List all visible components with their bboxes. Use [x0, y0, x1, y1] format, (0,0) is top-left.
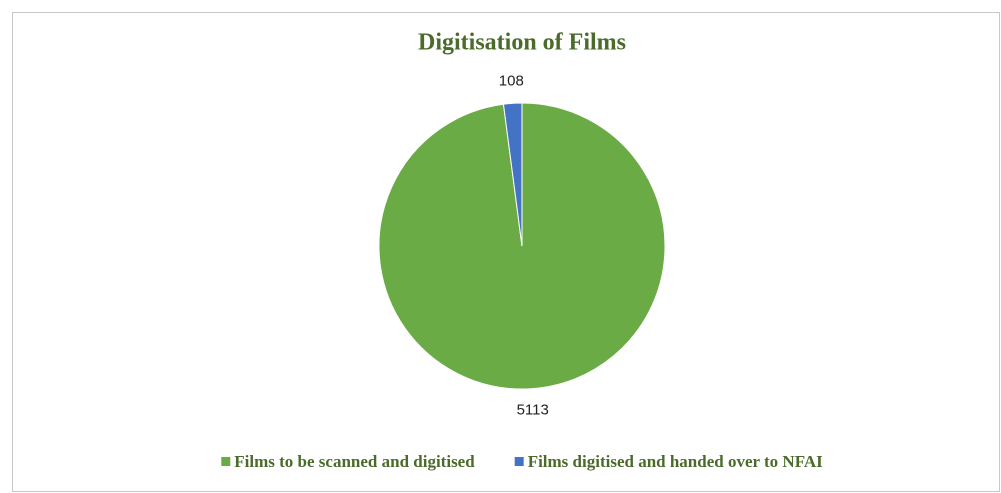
legend-swatch	[221, 457, 231, 466]
legend-label: Films to be scanned and digitised	[234, 452, 475, 471]
chart-title: Digitisation of Films	[418, 30, 626, 56]
pie-slice	[502, 102, 523, 247]
legend-label: Films digitised and handed over to NFAI	[528, 452, 823, 471]
data-label: 108	[499, 72, 524, 89]
legend-swatch	[514, 457, 524, 466]
data-label: 5113	[517, 402, 549, 419]
